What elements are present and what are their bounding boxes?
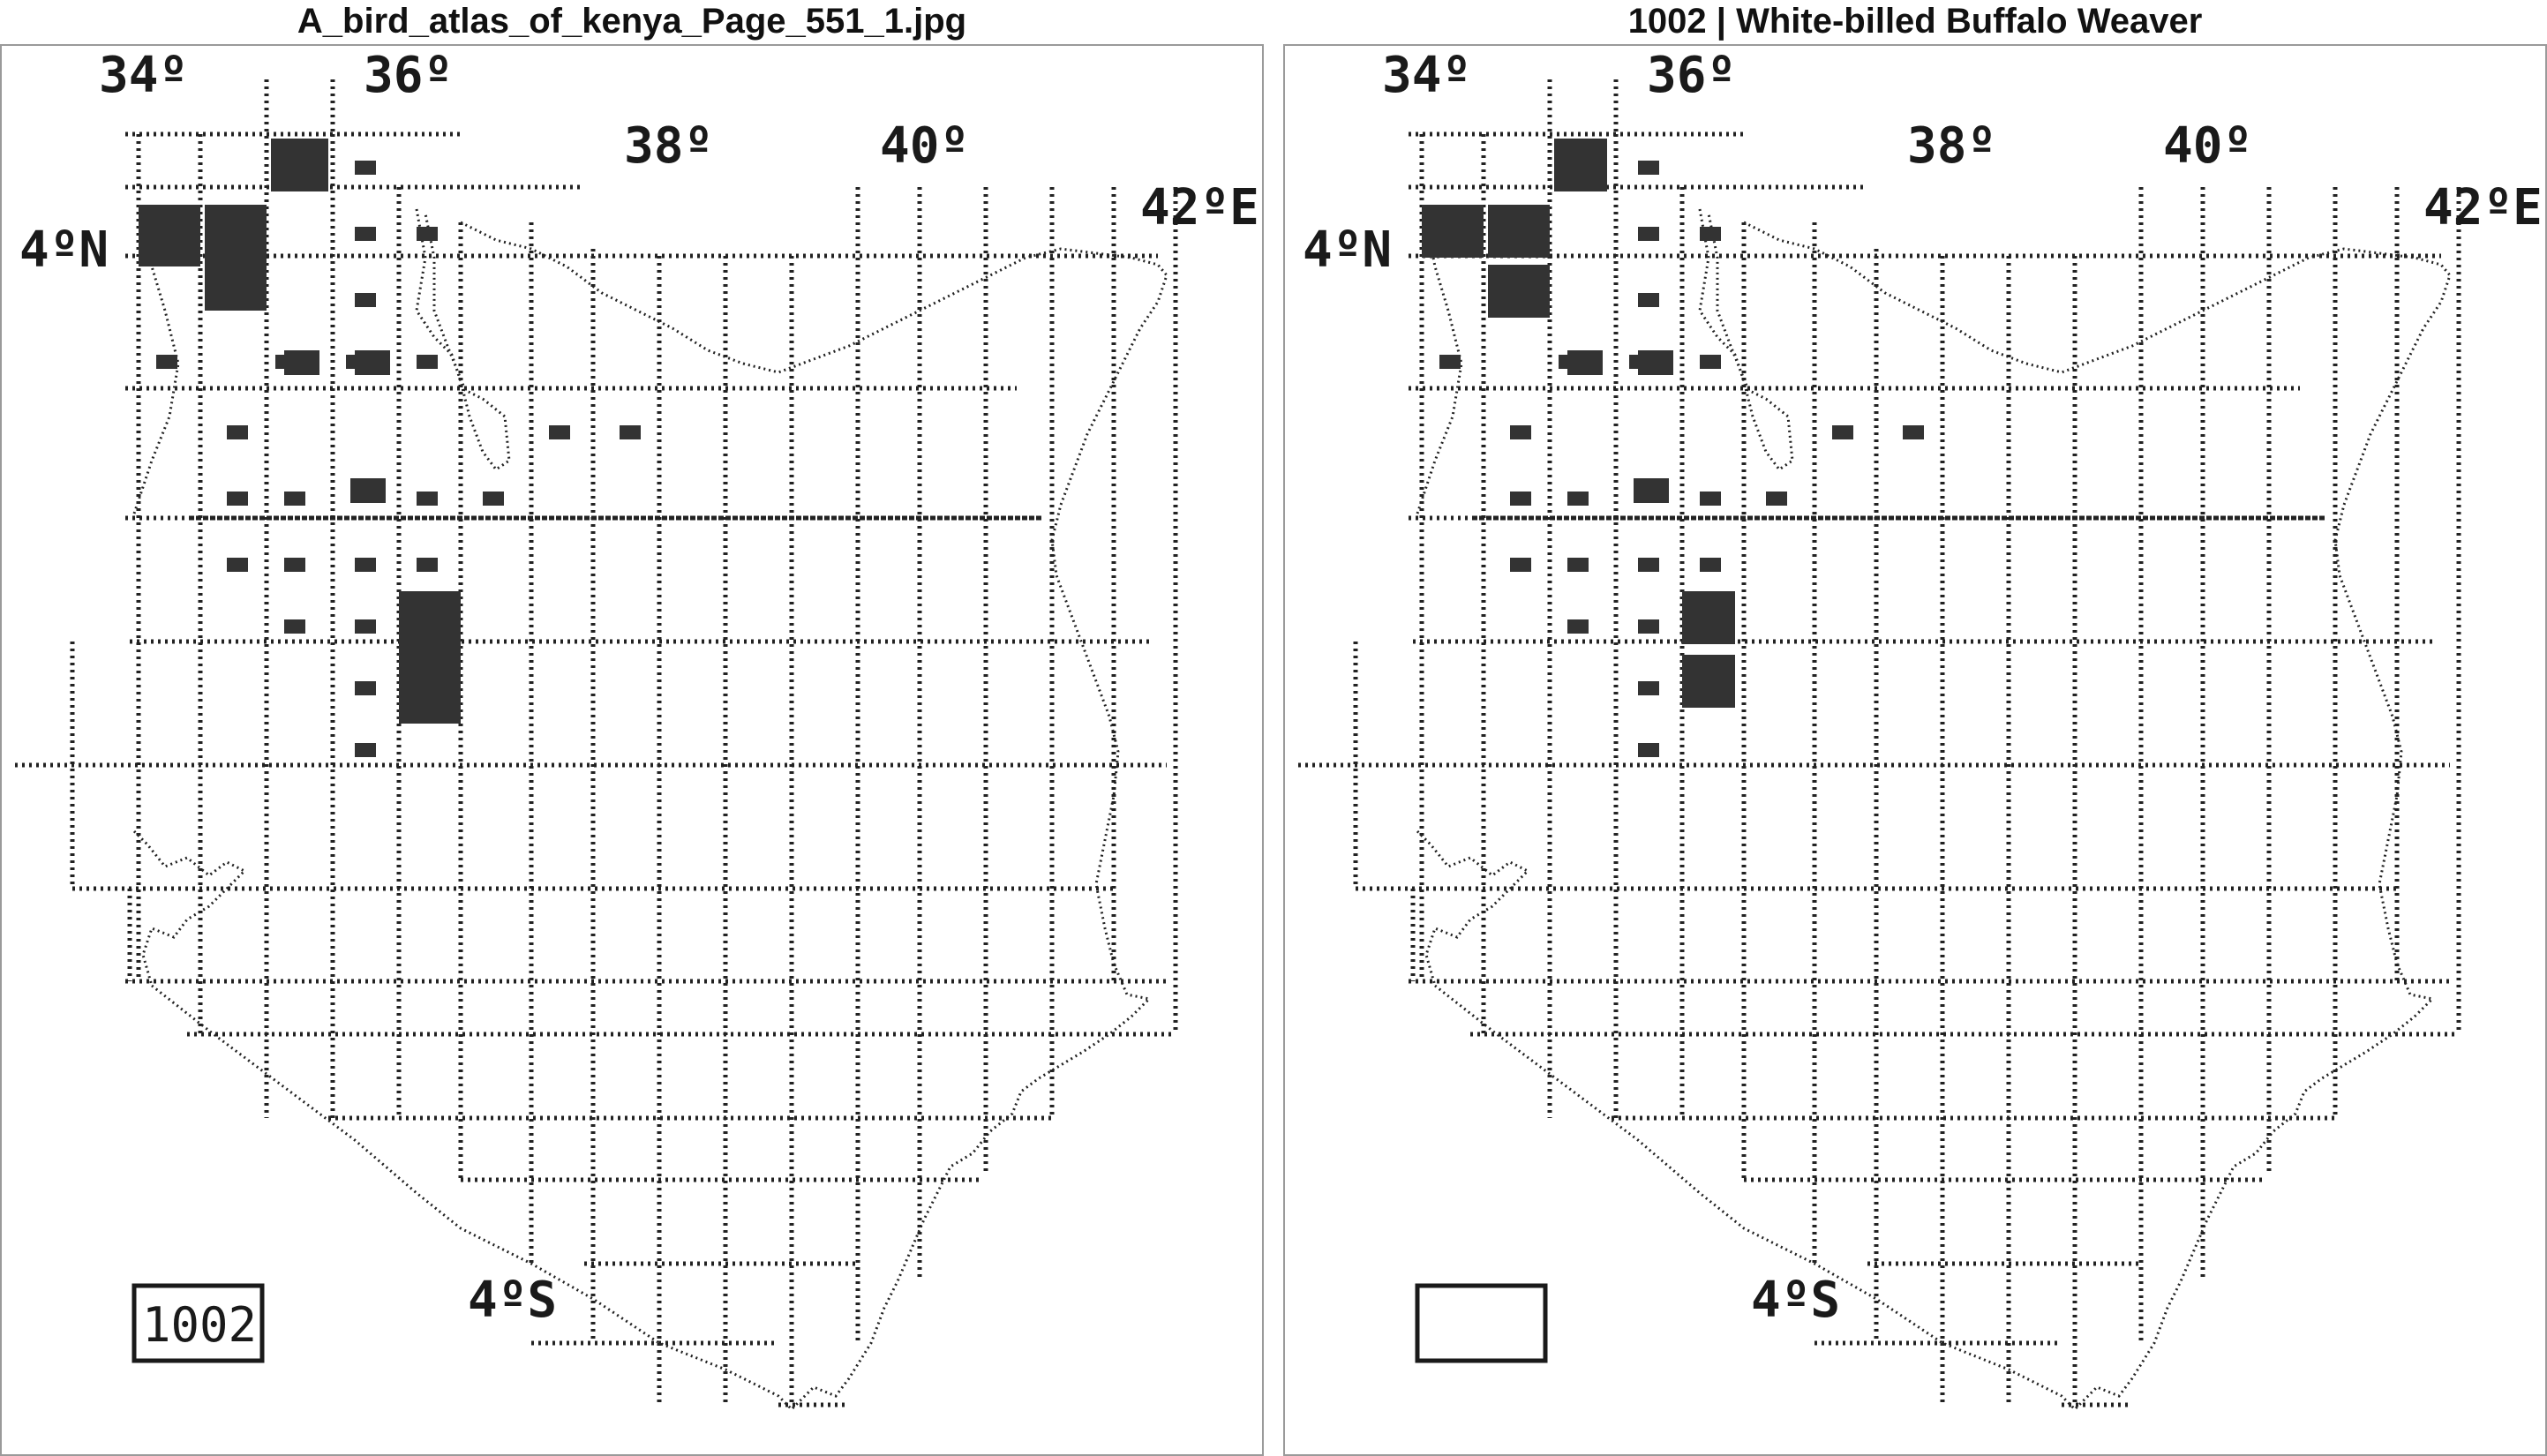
record-dash [156,355,177,369]
record-dash [1638,619,1659,634]
record-dash [417,227,438,241]
record-dash [1638,227,1659,241]
record-dash [1439,355,1461,369]
record-dash [1510,558,1531,572]
record-medium [284,350,319,375]
record-dash [355,681,376,695]
record-dash [227,425,248,439]
record-medium [350,478,386,503]
record-dash [1700,558,1721,572]
right-panel-title: 1002 | White-billed Buffalo Weaver [1627,2,2203,41]
record-square [1554,139,1607,191]
record-dash [1567,492,1589,506]
record-dash [417,355,438,369]
record-dash [1638,743,1659,757]
record-square [1488,205,1550,258]
record-dash [284,558,305,572]
record-square [1422,205,1484,258]
left-atlas-map: 34º 36º 38º 40º 42ºE 4ºN 4ºS 1002 [15,47,1259,1412]
record-medium [355,350,390,375]
record-square [271,139,328,191]
record-dash [1700,492,1721,506]
record-dash [284,619,305,634]
record-square [1682,591,1735,644]
record-dash [483,492,504,506]
record-dash [1567,619,1589,634]
species-number-text: 1002 [142,1297,257,1353]
record-dash [355,619,376,634]
record-markers [139,139,641,757]
record-medium [1567,350,1603,375]
label-lon-34: 34º [1382,47,1471,104]
label-lon-40: 40º [880,117,969,175]
record-dash [1638,161,1659,175]
record-medium [1634,478,1669,503]
record-dash [1638,293,1659,307]
left-panel-title: A_bird_atlas_of_kenya_Page_551_1.jpg [297,2,967,41]
grid-lines [1298,79,2461,1407]
record-dash [355,227,376,241]
record-markers [1422,139,1924,757]
record-dash [355,161,376,175]
record-dash [1832,425,1853,439]
left-map-panel: 34º 36º 38º 40º 42ºE 4ºN 4ºS 1002 [0,44,1264,1456]
grid-lines [15,79,1178,1407]
record-dash [1766,492,1787,506]
record-dash [1510,425,1531,439]
record-dash [1700,355,1721,369]
label-lon-42e: 42ºE [1140,179,1259,236]
record-square [139,205,200,266]
label-lon-38: 38º [1907,117,1996,175]
label-lat-4n: 4ºN [19,221,109,279]
label-lon-36: 36º [1647,47,1736,104]
record-dash [1700,227,1721,241]
label-lon-40: 40º [2163,117,2252,175]
record-dash [355,558,376,572]
label-lat-4n: 4ºN [1303,221,1392,279]
record-dash [1510,492,1531,506]
label-lon-38: 38º [624,117,713,175]
label-lat-4s: 4ºS [468,1272,557,1329]
record-dash [549,425,570,439]
label-lon-36: 36º [364,47,453,104]
label-lon-42e: 42ºE [2423,179,2543,236]
record-medium [1638,350,1673,375]
record-dash [1567,558,1589,572]
record-dash [417,558,438,572]
record-square [1488,265,1550,318]
record-square [205,205,267,311]
record-dash [620,425,641,439]
record-square [399,591,461,724]
species-number-box [131,1283,265,1363]
record-dash [355,293,376,307]
record-dash [1903,425,1924,439]
record-dash [355,743,376,757]
label-lon-34: 34º [99,47,188,104]
right-map-panel: 34º 36º 38º 40º 42ºE 4ºN 4ºS [1283,44,2547,1456]
record-dash [1638,558,1659,572]
record-dash [227,558,248,572]
record-square [1682,655,1735,708]
species-number-box [1415,1283,1548,1363]
label-lat-4s: 4ºS [1751,1272,1840,1329]
record-dash [227,492,248,506]
record-dash [417,492,438,506]
right-atlas-map: 34º 36º 38º 40º 42ºE 4ºN 4ºS [1298,47,2543,1412]
record-dash [284,492,305,506]
record-dash [1638,681,1659,695]
